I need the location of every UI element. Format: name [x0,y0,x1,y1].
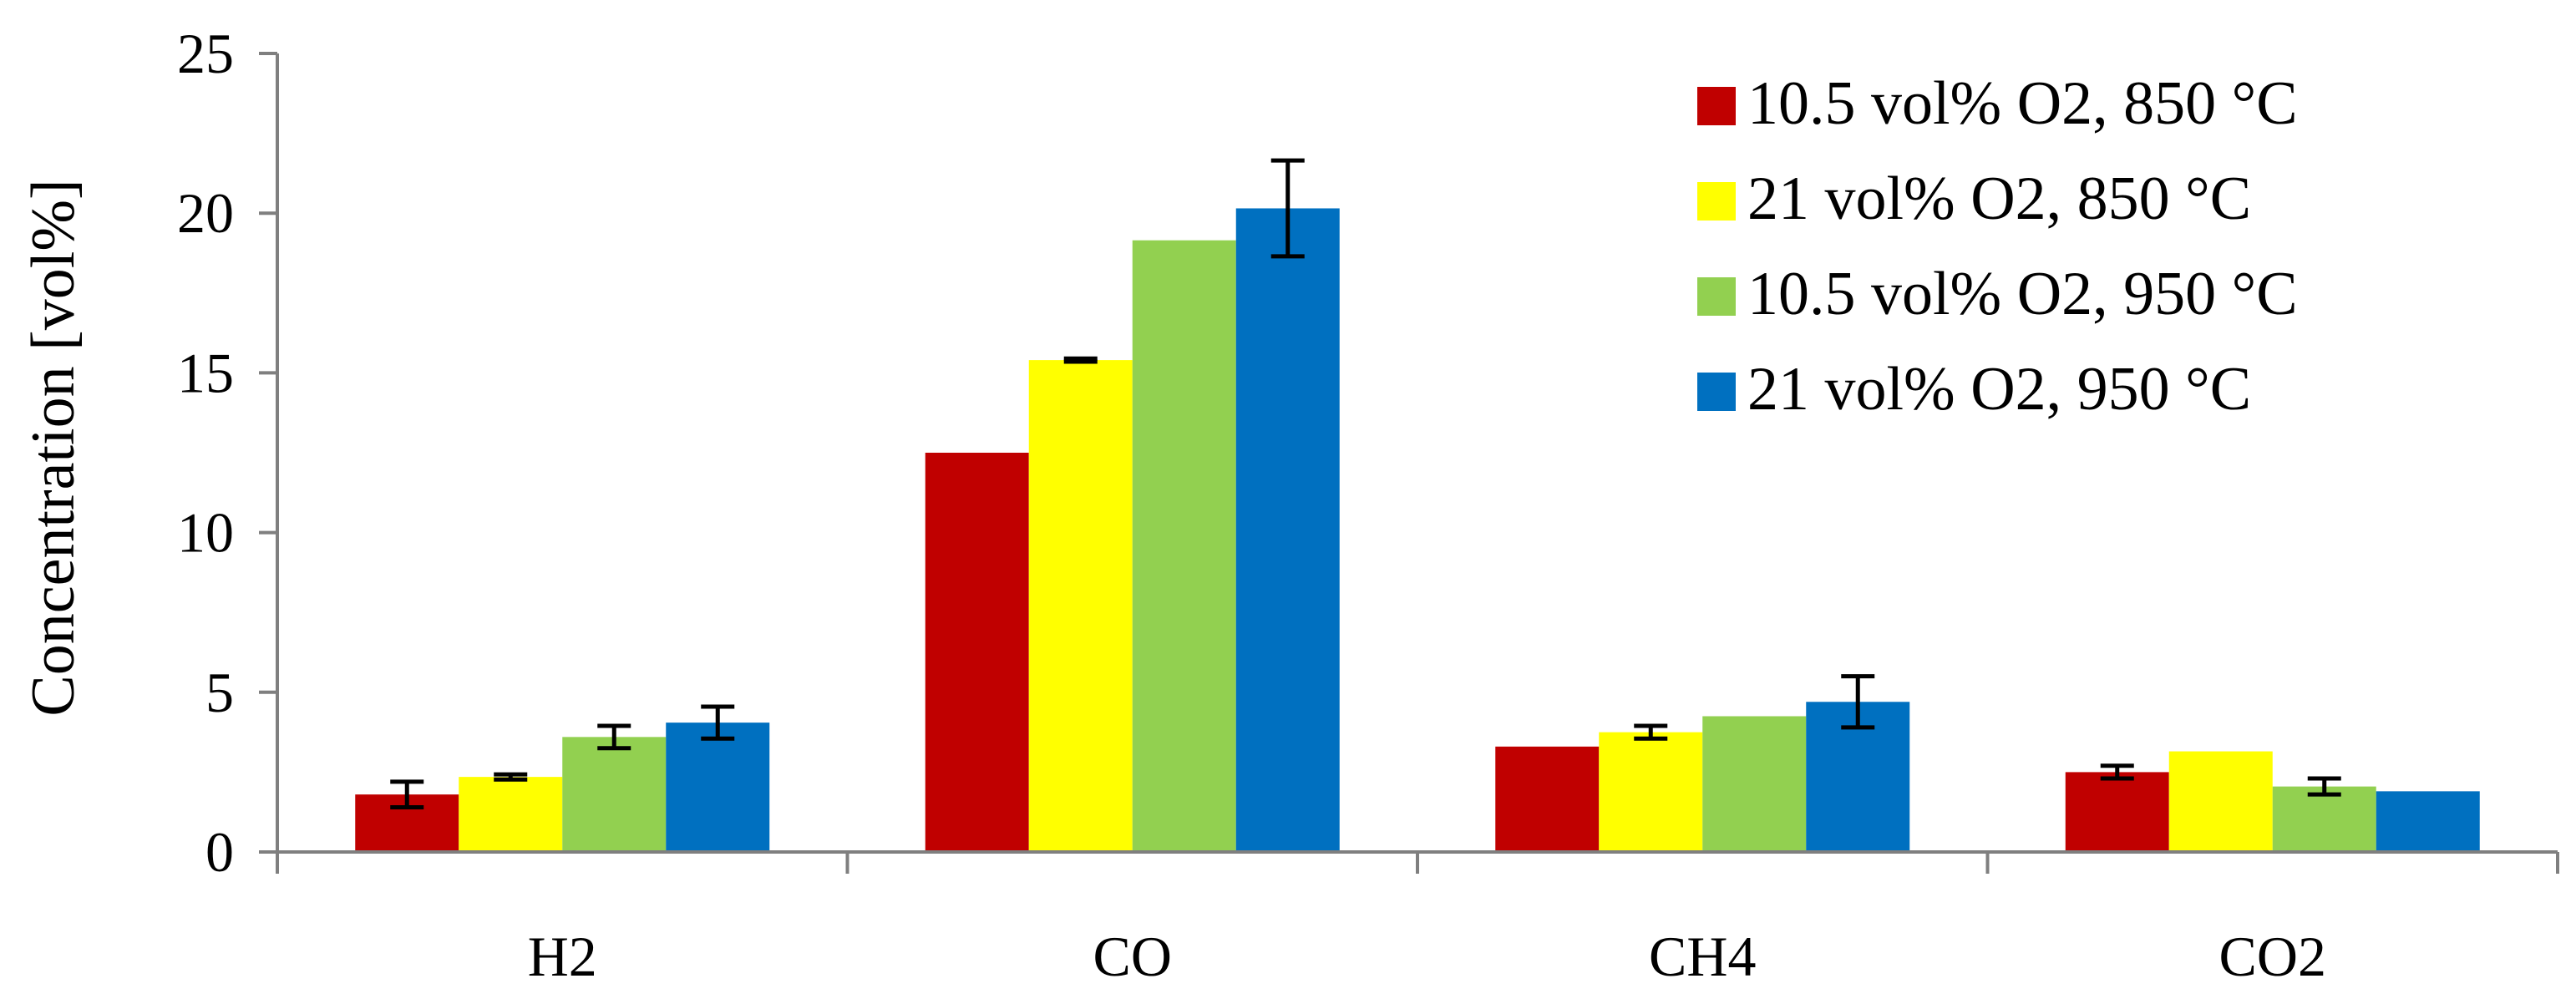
bar-h2-series-3 [562,737,667,852]
legend: 10.5 vol% O2, 850 °C 21 vol% O2, 850 °C 10… [1697,69,2298,423]
legend-label-series-1: 10.5 vol% O2, 850 °C [1747,69,2298,138]
bar-ch4-series-3 [1702,716,1807,852]
bar-co-series-1 [925,453,1029,852]
bar-ch4-series-1 [1495,746,1600,852]
bars-layer [355,208,2480,853]
x-tick-label-ch4: CH4 [1649,925,1756,988]
bar-co2-series-4 [2376,791,2480,852]
bar-h2-series-4 [666,723,770,852]
legend-swatch-series-2 [1697,182,1736,221]
x-tick-label-co2: CO2 [2219,925,2326,988]
bar-co-series-2 [1028,360,1133,852]
axes-layer: 0 5 10 15 20 25 H2 CO CH4 CO2 [177,22,2559,988]
y-tick-label: 15 [177,341,234,404]
bar-co2-series-3 [2272,786,2376,852]
y-tick-label: 25 [177,22,234,85]
legend-label-series-4: 21 vol% O2, 950 °C [1747,355,2251,423]
y-axis-title: Concentration [vol%] [19,179,88,716]
error-bars-layer [390,158,2341,809]
legend-label-series-3: 10.5 vol% O2, 950 °C [1747,260,2298,328]
x-tick-label-co: CO [1093,925,1172,988]
legend-swatch-series-1 [1697,87,1736,125]
bar-co2-series-1 [2065,772,2169,852]
bar-co-series-4 [1235,208,1340,853]
legend-swatch-series-4 [1697,373,1736,411]
bar-co-series-3 [1132,240,1236,853]
legend-label-series-2: 21 vol% O2, 850 °C [1747,165,2251,233]
y-tick-label: 5 [205,661,234,724]
bar-h2-series-2 [459,777,563,852]
y-tick-label: 20 [177,181,234,245]
legend-swatch-series-3 [1697,277,1736,316]
bar-co2-series-2 [2168,751,2273,852]
y-tick-label: 10 [177,501,234,565]
bar-ch4-series-2 [1599,732,1703,852]
x-tick-label-h2: H2 [528,925,597,988]
y-tick-label: 0 [205,820,234,884]
